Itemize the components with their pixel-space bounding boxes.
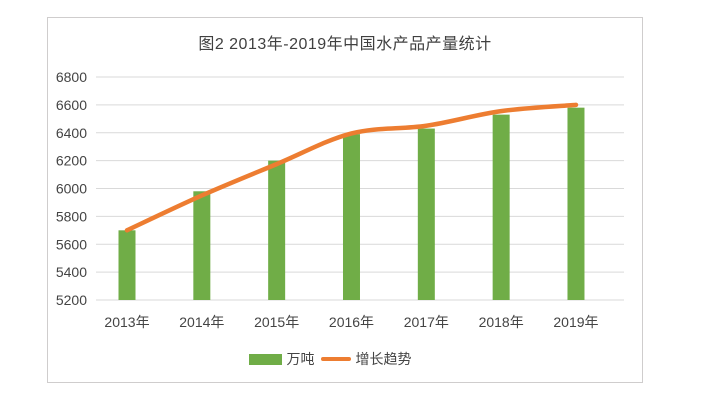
legend-item-line-series: 增长趋势 xyxy=(315,349,412,369)
bar-2019年 xyxy=(567,107,585,300)
x-tick-label-2013年: 2013年 xyxy=(104,314,149,330)
legend-item-bar-series: 万吨 xyxy=(248,349,315,369)
trend-line xyxy=(124,102,579,233)
y-tick-label-5200: 5200 xyxy=(56,292,87,308)
x-tick-label-2017年: 2017年 xyxy=(404,314,449,330)
y-tick-label-6000: 6000 xyxy=(56,181,87,197)
y-tick-label-5800: 5800 xyxy=(56,208,87,224)
x-tick-label-2015年: 2015年 xyxy=(254,314,299,330)
y-tick-label-5400: 5400 xyxy=(56,264,87,280)
bar-series-swatch xyxy=(248,353,282,365)
bar-2017年 xyxy=(417,128,435,300)
y-tick-label-6800: 6800 xyxy=(56,69,87,85)
plot-area: 5200 5400 5600 5800 6000 6200 6400 6600 6800 2013… xyxy=(56,69,624,330)
bar-2018年 xyxy=(492,114,510,300)
chart-frame: 图2 2013年-2019年中国水产品产量统计 5200 5400 5600 5800… xyxy=(47,17,643,383)
legend: 万吨 增长趋势 xyxy=(48,349,612,369)
y-tick-label-5600: 5600 xyxy=(56,236,87,252)
x-tick-label-2014年: 2014年 xyxy=(179,314,224,330)
legend-label-line-series: 增长趋势 xyxy=(355,351,412,367)
y-tick-label-6400: 6400 xyxy=(56,125,87,141)
legend-label-bar-series: 万吨 xyxy=(286,351,315,367)
line-series-swatch xyxy=(320,357,351,361)
bar-2013年 xyxy=(118,230,136,300)
chart-title: 图2 2013年-2019年中国水产品产量统计 xyxy=(198,36,492,53)
x-tick-label-2016年: 2016年 xyxy=(329,314,374,330)
x-tick-label-2019年: 2019年 xyxy=(553,314,598,330)
x-tick-label-2018年: 2018年 xyxy=(479,314,524,330)
bar-2016年 xyxy=(342,134,360,300)
bar-2015年 xyxy=(268,160,286,300)
bar-2014年 xyxy=(193,191,211,300)
y-tick-label-6200: 6200 xyxy=(56,153,87,169)
y-tick-label-6600: 6600 xyxy=(56,97,87,113)
